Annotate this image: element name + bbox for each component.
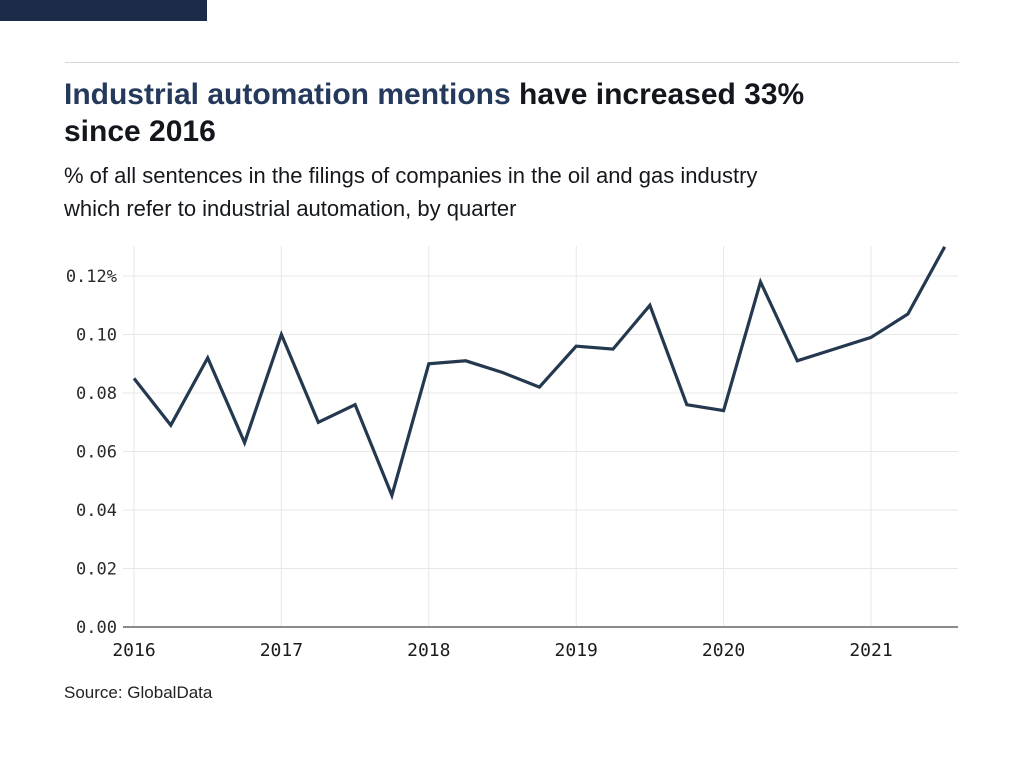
y-tick-label: 0.10 [76,326,117,346]
x-tick-label: 2020 [702,640,745,661]
y-tick-label: 0.12% [66,267,117,287]
source-note: Source: GlobalData [64,683,213,702]
y-tick-label: 0.02 [76,560,117,580]
subtitle-line-2: which refer to industrial automation, by… [64,196,517,221]
title-rest: have increased 33% [510,78,805,111]
y-tick-label: 0.08 [76,384,117,404]
title-accent: Industrial automation mentions [64,78,511,111]
y-tick-label: 0.04 [76,501,117,521]
x-tick-label: 2018 [407,640,450,661]
x-tick-label: 2021 [849,640,892,661]
header-divider [65,62,959,63]
y-tick-label: 0.06 [76,443,117,463]
chart-title: Industrial automation mentions have incr… [64,76,964,150]
title-line-1: Industrial automation mentions have incr… [64,76,964,113]
brand-bar [0,0,207,21]
y-tick-label: 0.00 [76,618,117,638]
subtitle-line-1: % of all sentences in the filings of com… [64,163,758,188]
x-tick-label: 2019 [555,640,598,661]
x-tick-label: 2017 [260,640,303,661]
chart-subtitle: % of all sentences in the filings of com… [64,159,964,225]
title-line-2: since 2016 [64,115,216,148]
data-line [132,246,947,501]
x-tick-label: 2016 [112,640,155,661]
